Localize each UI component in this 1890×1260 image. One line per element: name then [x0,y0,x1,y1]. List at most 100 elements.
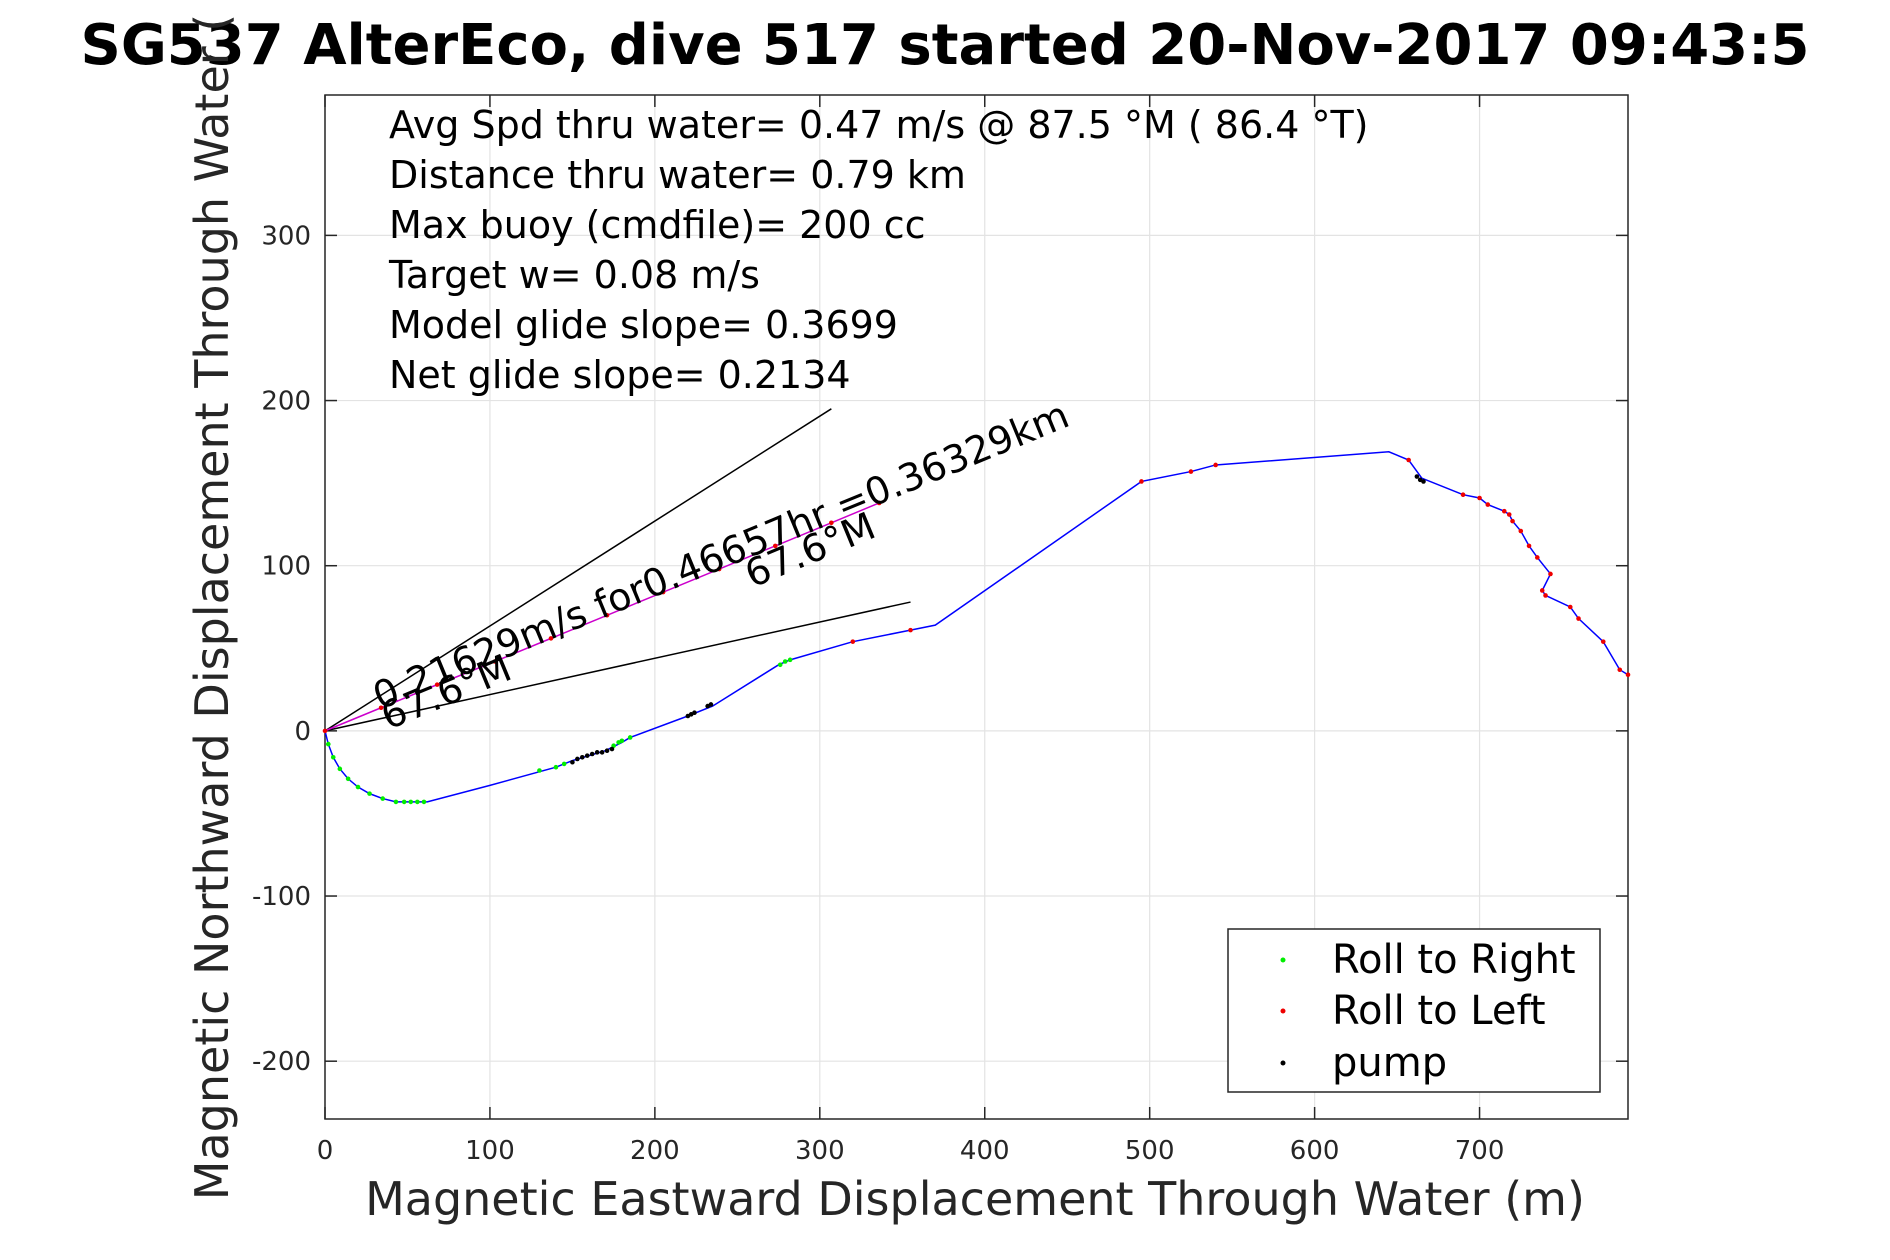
plot-area: 0 100 200 300 400 500 600 700 -200 -100 0 100 200 300 [252,94,1631,1166]
chart-title: SG537 AlterEco, dive 517 started 20-Nov-… [81,13,1810,78]
roll-left-point [908,627,913,633]
roll-left-point [1139,479,1144,484]
roll-left-point [1543,593,1548,598]
roll-left-point [660,589,666,595]
roll-right-point [380,796,386,801]
roll-left-point [1501,508,1507,514]
roll-left-point [1576,616,1581,621]
roll-left-point [1477,495,1482,501]
y-tick-label: 100 [261,552,311,582]
roll-left-point [1534,555,1540,560]
roll-left-point [1485,502,1491,507]
pump-point [1421,479,1426,484]
legend-label-pump: pump [1332,1040,1447,1086]
pump-point [708,702,714,707]
roll-left-point [322,728,328,734]
roll-left-point [548,636,554,641]
roll-left-point [604,612,610,618]
roll-right-point [627,735,633,740]
roll-left-point [492,659,498,664]
roll-right-point [777,662,783,668]
pump-point [599,750,605,755]
data-points [322,457,1631,805]
info-max-buoy: Max buoy (cmdfile)= 200 cc [389,203,926,247]
x-tick-label: 500 [1125,1136,1175,1166]
x-axis-label: Magnetic Eastward Displacement Through W… [365,1172,1585,1226]
roll-right-point [367,791,372,796]
roll-right-point [337,766,343,772]
info-target-w: Target w= 0.08 m/s [388,253,760,297]
roll-left-point [1526,543,1532,549]
roll-left-point [1506,512,1512,517]
legend-label-roll-right: Roll to Right [1332,937,1576,983]
y-tick-label: 300 [261,221,311,251]
y-tick-label: -200 [252,1047,311,1077]
roll-right-point [401,799,407,805]
info-block: Avg Spd thru water= 0.47 m/s @ 87.5 °M (… [388,103,1369,397]
x-tick-label: 700 [1455,1136,1505,1166]
roll-left-point [434,682,440,687]
info-model-glide-slope: Model glide slope= 0.3699 [389,303,898,347]
roll-right-point [537,768,542,773]
roll-left-point [1625,672,1631,678]
glide-slope-line [324,601,911,732]
glide-slope-line [324,408,832,732]
y-tick-label: 0 [294,717,311,747]
pump-point [692,710,697,716]
slope-lines [324,408,911,732]
x-tick-label: 100 [465,1136,515,1166]
roll-left-point [876,500,882,506]
roll-right-point [325,741,331,747]
pump-point [570,759,575,765]
pump-point [584,753,590,758]
info-net-glide-slope: Net glide slope= 0.2134 [389,353,851,397]
roll-left-point [1460,492,1466,497]
ticks: 0 100 200 300 400 500 600 700 -200 -100 0 100 200 300 [252,95,1628,1166]
pump-point [589,751,595,757]
axes-box [324,94,1629,1120]
legend-box [1227,928,1601,1093]
roll-left-point [1510,518,1515,524]
legend-label-roll-left: Roll to Left [1332,988,1546,1034]
roll-right-point [561,761,567,767]
info-distance: Distance thru water= 0.79 km [389,153,966,197]
roll-right-point [553,764,559,770]
roll-left-point [1567,604,1573,610]
roll-right-point [619,738,625,744]
roll-right-point [415,799,420,805]
pump-point [594,750,600,755]
y-axis-label: Magnetic Northward Displacement Through … [185,14,239,1200]
pump-point [604,748,610,753]
roll-left-point [1406,457,1411,463]
pump-point [1414,474,1420,479]
roll-left-point [1600,639,1606,644]
x-tick-label: 0 [317,1136,334,1166]
roll-left-point [716,566,722,572]
roll-right-point [787,657,793,663]
roll-left-point [1548,571,1553,577]
roll-right-point [421,799,427,805]
legend-marker-pump [1280,1060,1286,1066]
x-tick-label: 600 [1290,1136,1340,1166]
roll-right-point [345,776,351,782]
roll-right-point [408,799,414,805]
y-tick-label: -100 [252,882,311,912]
roll-right-point [355,784,361,790]
y-tick-label: 200 [261,387,311,417]
grid [324,95,1628,1119]
roll-left-point [1213,462,1218,468]
legend-marker-roll-left [1280,1008,1286,1014]
pump-point [575,756,580,762]
roll-left-point [1617,667,1623,673]
roll-right-point [330,754,336,760]
pump-point [580,754,585,760]
legend: Roll to Right Roll to Left pump [1227,928,1601,1093]
roll-left-point [1188,469,1194,474]
roll-right-point [782,659,788,664]
roll-left-point [829,520,834,526]
roll-left-point [1518,528,1524,534]
pump-point [609,746,615,752]
roll-left-point [850,639,856,644]
roll-left-point [772,543,778,549]
